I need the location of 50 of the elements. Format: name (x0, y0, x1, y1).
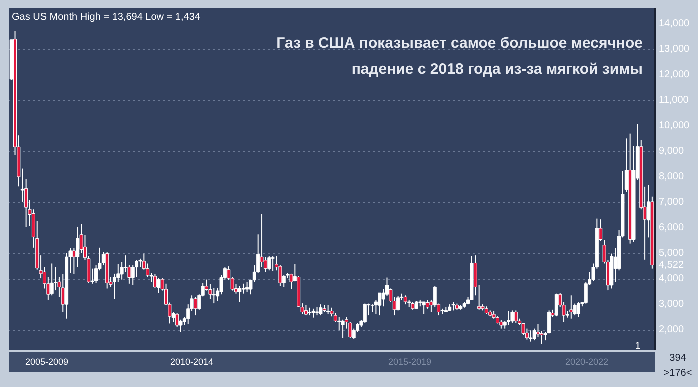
text: 394 (670, 353, 687, 364)
text: 2005-2009 (25, 357, 69, 367)
y-tick-label: 6,000 (659, 222, 684, 234)
candlestick (208, 284, 212, 300)
y-tick-label: 7,000 (659, 196, 684, 208)
candlestick (363, 303, 367, 324)
text: 2020-2022 (565, 357, 609, 367)
candlestick (378, 292, 382, 316)
y-tick-label: 12,000 (659, 69, 690, 80)
text: 2010-2014 (170, 357, 214, 367)
candlestick (570, 295, 574, 320)
y-tick-label: 10,000 (659, 120, 690, 132)
candlestick (422, 302, 426, 315)
y-tick-label: 5,000 (659, 248, 684, 260)
candlestick (529, 330, 533, 342)
candlestick (532, 328, 536, 342)
text: 2015-2019 (388, 357, 432, 367)
candlestick (396, 296, 400, 312)
candlestick (522, 322, 526, 336)
annotation: 1 (635, 341, 642, 352)
text: Газ в США показывает самое большое месячное падение с 2018 года из-за мягкой зимы (276, 35, 643, 78)
y-tick-label: 9,000 (659, 146, 684, 157)
candlestick (510, 310, 514, 324)
candlestick (268, 256, 272, 272)
annotation: Gas US Month High = 13,694 Low = 1,434 (12, 12, 201, 23)
candlestick (507, 310, 511, 326)
y-tick-label: 3,000 (659, 299, 684, 310)
y-tick-label: 4,000 (659, 274, 684, 285)
y-tick-label: 4,522 (659, 260, 684, 272)
y-tick-label: 11,000 (659, 94, 690, 106)
y-tick-label: 14,000 (659, 18, 690, 30)
text: >176< (664, 368, 692, 379)
y-tick-label: 8,000 (659, 171, 684, 182)
candlestick (271, 256, 275, 272)
candlestick (554, 293, 558, 318)
candlestick (319, 304, 323, 316)
candlestick (338, 316, 342, 332)
candlestick (157, 278, 161, 294)
candlestick (341, 319, 345, 339)
candlestick (238, 286, 242, 303)
candlestick (242, 283, 246, 294)
candlestick (304, 304, 308, 316)
candlestick (514, 310, 518, 324)
candlestick (50, 263, 54, 296)
candlestick (194, 296, 198, 316)
y-tick-label: 2,000 (659, 324, 684, 336)
candlestick (246, 282, 250, 293)
candlestick (577, 302, 581, 318)
candlestick (54, 266, 58, 292)
y-tick-label: 13,000 (659, 44, 690, 55)
